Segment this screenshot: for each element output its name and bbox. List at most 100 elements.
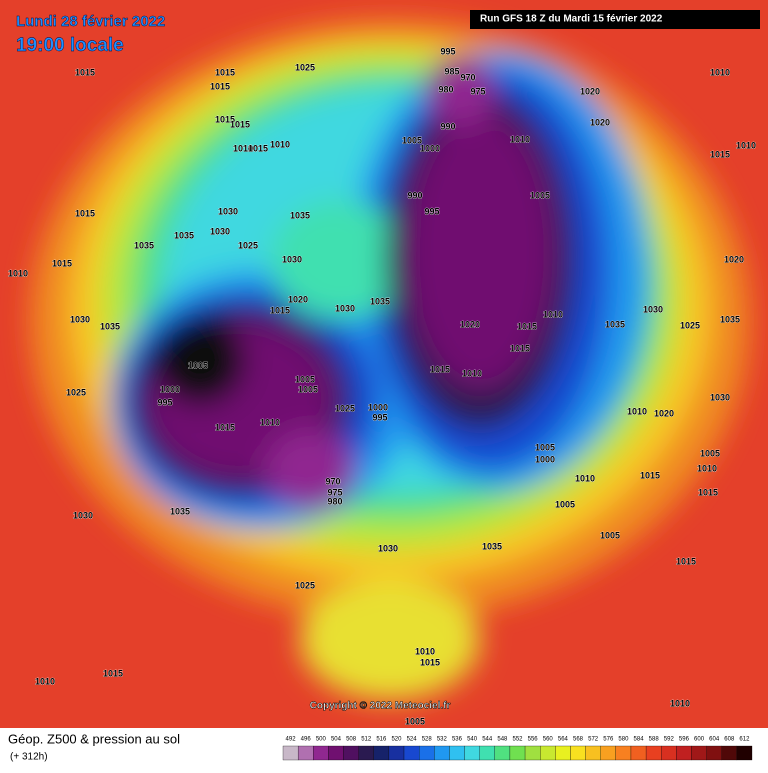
product-title: Géop. Z500 & pression au sol	[8, 731, 180, 746]
lead-time: (+ 312h)	[10, 752, 48, 763]
colorbar-swatch	[509, 745, 526, 761]
isobar-label: 1035	[100, 321, 120, 331]
colorbar-label: 496	[301, 737, 312, 743]
isobar-label: 1010	[575, 473, 595, 483]
colorbar-swatch	[494, 745, 511, 761]
colorbar-swatch	[282, 745, 299, 761]
isobar-label: 1010	[260, 417, 280, 427]
local-time: 19:00 locale	[16, 35, 124, 56]
colorbar-label: 600	[694, 737, 705, 743]
isobar-label: 1015	[710, 149, 730, 159]
isobar-label: 1010	[415, 646, 435, 656]
colorbar-label: 564	[558, 737, 569, 743]
isobar-label: 1015	[676, 556, 696, 566]
isobar-label: 1015	[430, 364, 450, 374]
colorbar-swatch	[585, 745, 601, 761]
isobar-label: 1010	[462, 368, 482, 378]
colorbar-label: 572	[588, 737, 599, 743]
colorbar-swatch	[691, 745, 707, 761]
colorbar-label: 500	[316, 737, 327, 743]
colorbar-swatch	[479, 745, 495, 761]
isobar-label: 1010	[543, 309, 563, 319]
isobar-labels: 1015 101510151025995985970975980101010201…	[8, 46, 757, 727]
isobar-label: 1025	[335, 403, 355, 413]
map	[0, 0, 768, 728]
isobar-label: 1020	[460, 319, 480, 329]
colorbar-swatch	[706, 745, 722, 761]
colorbar-label: 508	[346, 737, 357, 743]
isobar-label: 985	[444, 66, 459, 76]
isobar-label: 1020	[590, 117, 610, 127]
colorbar-label: 608	[724, 737, 735, 743]
isobar-label: 995	[157, 397, 172, 407]
isobar-label: 1015	[215, 422, 235, 432]
isobar-label: 1010	[627, 406, 647, 416]
colorbar-swatch	[449, 745, 465, 761]
colorbar-swatch	[630, 745, 647, 761]
colorbar-label: 568	[573, 737, 584, 743]
isobar-label: 1030	[70, 314, 90, 324]
isobar-label: 1020	[654, 408, 674, 418]
isobar-label: 1030	[210, 226, 230, 236]
colorbar-label: 580	[618, 737, 629, 743]
colorbar-swatch	[358, 745, 374, 761]
isobar-label: 1035	[174, 230, 194, 240]
isobar-label: 1015	[420, 657, 440, 667]
colorbar-swatch	[661, 745, 677, 761]
isobar-label: 975	[327, 487, 342, 497]
isobar-label: 1030	[73, 510, 93, 520]
isobar-label: 1015	[248, 143, 268, 153]
isobar-label: 1015	[270, 305, 290, 315]
run-box	[470, 10, 760, 29]
colorbar-label: 512	[361, 737, 372, 743]
colorbar-label: 560	[543, 737, 554, 743]
isobar-label: 1030	[378, 543, 398, 553]
colorbar-swatch	[464, 745, 480, 761]
isobar-label: 1035	[290, 210, 310, 220]
isobar-label: 1025	[238, 240, 258, 250]
isobar-label: 1025	[680, 320, 700, 330]
isobar-label: 1035	[720, 314, 740, 324]
colorbar-label: 520	[391, 737, 402, 743]
colorbar-label: 540	[467, 737, 478, 743]
isobar-label: 1030	[710, 392, 730, 402]
isobar-label: 995	[424, 206, 439, 216]
isobar-label: 1000	[368, 402, 388, 412]
colorbar-label: 612	[739, 737, 750, 743]
isobar-label: 1015	[52, 258, 72, 268]
colorbar-label: 552	[512, 737, 523, 743]
isobar-label: 1015	[215, 114, 235, 124]
isobar-label: 1010	[233, 143, 253, 153]
colorbar-swatch	[555, 745, 571, 761]
isobar-label: 1025	[295, 580, 315, 590]
isobar-label: 1020	[580, 86, 600, 96]
isobar-label: 1000	[535, 454, 555, 464]
colorbar-swatch	[615, 745, 632, 761]
isobar-label: 1005	[555, 499, 575, 509]
isobar-label: 1005	[535, 442, 555, 452]
isobar-label: 1020	[724, 254, 744, 264]
isobar-label: 1035	[134, 240, 154, 250]
colorbar-swatch	[676, 745, 692, 761]
colorbar-label: 588	[649, 737, 660, 743]
colorbar-swatch	[313, 745, 329, 761]
isobar-label: 975	[470, 86, 485, 96]
isobar-label: 980	[438, 84, 453, 94]
isobar-label: 1030	[643, 304, 663, 314]
isobar-label: 990	[440, 121, 455, 131]
isobar-label: 1015	[517, 321, 537, 331]
colorbar-swatch	[524, 745, 541, 761]
isobar-label: 970	[325, 476, 340, 486]
isobar-label: 1030	[218, 206, 238, 216]
colorbar-label: 516	[376, 737, 387, 743]
isobar-label: 1000	[160, 384, 180, 394]
colorbar-swatch	[388, 745, 405, 761]
colorbar-swatch	[403, 745, 420, 761]
isobar-label: 1025	[295, 62, 315, 72]
colorbar-label: 556	[528, 737, 539, 743]
isobar-label: 1035	[370, 296, 390, 306]
isobar-label: 1005	[405, 716, 425, 726]
colorbar-label: 548	[497, 737, 508, 743]
isobar-label: 1010	[697, 463, 717, 473]
